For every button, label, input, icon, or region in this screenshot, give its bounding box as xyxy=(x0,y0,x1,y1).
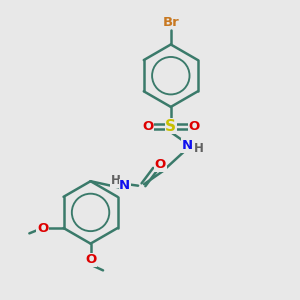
Text: S: S xyxy=(165,119,176,134)
Text: O: O xyxy=(37,221,48,235)
Text: H: H xyxy=(194,142,203,155)
Text: O: O xyxy=(142,120,153,133)
Text: N: N xyxy=(182,139,193,152)
Text: O: O xyxy=(155,158,166,171)
Text: N: N xyxy=(119,179,130,192)
Text: Br: Br xyxy=(162,16,179,29)
Text: O: O xyxy=(85,254,96,266)
Text: O: O xyxy=(188,120,200,133)
Text: H: H xyxy=(111,174,121,187)
